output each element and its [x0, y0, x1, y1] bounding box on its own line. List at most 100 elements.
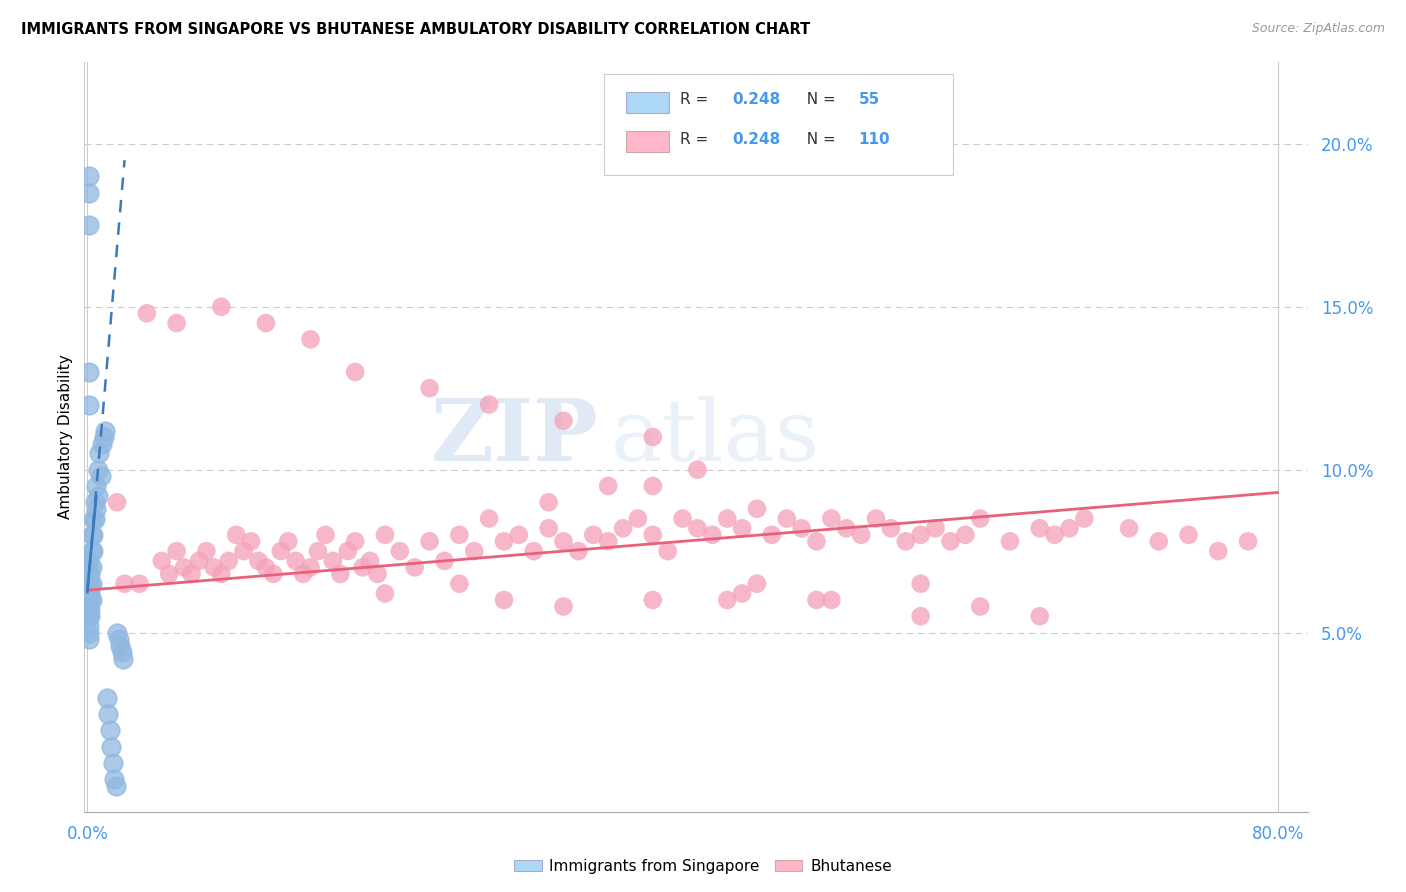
Point: [254, 316, 277, 330]
Point: [105, 495, 128, 509]
Point: [135, 306, 157, 320]
Point: [83, 495, 105, 509]
Point: [523, 544, 546, 558]
Point: [105, 625, 128, 640]
Point: [307, 544, 329, 558]
Point: [553, 414, 575, 428]
Point: [716, 593, 738, 607]
Text: 55: 55: [859, 93, 880, 107]
Point: [77, 586, 100, 600]
Point: [537, 495, 560, 509]
Point: [492, 534, 515, 549]
Point: [1043, 528, 1066, 542]
Point: [79, 593, 101, 607]
Point: [322, 554, 344, 568]
FancyBboxPatch shape: [626, 92, 669, 112]
Point: [924, 521, 946, 535]
Point: [97, 706, 120, 721]
Point: [299, 332, 322, 346]
Point: [388, 544, 411, 558]
Point: [77, 576, 100, 591]
Point: [686, 521, 709, 535]
Point: [284, 554, 307, 568]
Point: [478, 397, 501, 411]
Point: [114, 576, 136, 591]
Point: [180, 566, 202, 581]
Point: [277, 534, 299, 549]
Point: [112, 651, 135, 665]
Point: [449, 576, 471, 591]
Point: [1206, 544, 1229, 558]
Point: [969, 511, 991, 525]
Point: [84, 479, 107, 493]
Point: [299, 560, 322, 574]
Point: [478, 511, 501, 525]
Point: [1237, 534, 1260, 549]
Point: [292, 566, 315, 581]
Point: [187, 554, 209, 568]
Point: [225, 528, 247, 542]
Point: [939, 534, 962, 549]
Point: [77, 560, 100, 574]
Point: [94, 424, 117, 438]
Point: [352, 560, 374, 574]
Point: [657, 544, 679, 558]
Point: [232, 544, 254, 558]
Y-axis label: Ambulatory Disability: Ambulatory Disability: [58, 355, 73, 519]
Point: [77, 365, 100, 379]
Point: [79, 603, 101, 617]
Point: [1118, 521, 1140, 535]
Point: [77, 554, 100, 568]
Point: [1059, 521, 1081, 535]
Point: [270, 544, 292, 558]
Text: 110: 110: [859, 132, 890, 147]
Point: [87, 463, 110, 477]
Point: [567, 544, 589, 558]
Point: [367, 566, 389, 581]
Point: [80, 593, 103, 607]
Point: [77, 625, 100, 640]
Point: [336, 544, 359, 558]
Point: [508, 528, 530, 542]
Point: [731, 586, 754, 600]
Point: [806, 593, 828, 607]
Point: [247, 554, 270, 568]
Point: [77, 599, 100, 614]
Point: [82, 544, 104, 558]
Point: [716, 511, 738, 525]
Point: [598, 534, 620, 549]
Point: [641, 528, 664, 542]
Point: [87, 489, 110, 503]
Point: [79, 576, 101, 591]
Point: [104, 779, 127, 793]
Point: [166, 316, 188, 330]
Point: [820, 593, 842, 607]
Point: [553, 534, 575, 549]
Point: [612, 521, 634, 535]
Point: [449, 528, 471, 542]
Point: [80, 560, 103, 574]
Point: [955, 528, 977, 542]
Point: [359, 554, 381, 568]
Point: [101, 756, 124, 770]
Point: [77, 593, 100, 607]
Text: R =: R =: [681, 132, 713, 147]
Point: [761, 528, 783, 542]
Point: [731, 521, 754, 535]
Point: [329, 566, 352, 581]
Point: [96, 690, 118, 705]
Point: [77, 580, 100, 594]
Point: [374, 528, 396, 542]
Point: [77, 609, 100, 624]
Point: [582, 528, 605, 542]
Point: [969, 599, 991, 614]
Point: [254, 560, 277, 574]
Point: [745, 501, 768, 516]
Point: [98, 723, 121, 738]
Point: [89, 446, 111, 460]
Point: [195, 544, 218, 558]
Point: [173, 560, 195, 574]
Point: [314, 528, 336, 542]
Point: [77, 566, 100, 581]
Point: [849, 528, 872, 542]
